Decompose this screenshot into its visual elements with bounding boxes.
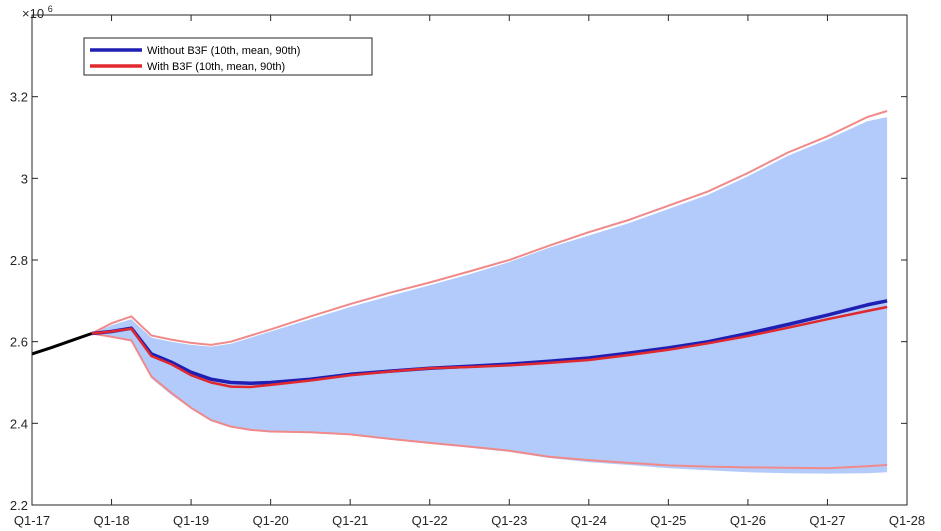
y-tick-label: 2.2	[10, 498, 28, 513]
with-b3f-10th-line	[91, 332, 888, 470]
legend-label-without-b3f: Without B3F (10th, mean, 90th)	[147, 45, 300, 57]
legend: Without B3F (10th, mean, 90th) With B3F (…	[83, 37, 373, 76]
y-tick-label: 3.2	[10, 90, 28, 105]
history-line	[31, 332, 93, 356]
x-tick-label: Q1-25	[650, 513, 686, 528]
x-tick-label: Q1-24	[571, 513, 607, 528]
x-tick-label: Q1-26	[730, 513, 766, 528]
legend-label-with-b3f: With B3F (10th, mean, 90th)	[147, 61, 285, 73]
x-tick-label: Q1-23	[491, 513, 527, 528]
confidence-band-layer	[91, 117, 888, 474]
x-tick-label: Q1-28	[889, 513, 925, 528]
y-tick-label: 2.6	[10, 335, 28, 350]
x-tick-label: Q1-18	[93, 513, 129, 528]
y-axis-exponent-power: 6	[48, 4, 53, 14]
with-b3f-mean-line	[91, 305, 888, 389]
y-tick-label: 2.4	[10, 416, 28, 431]
x-tick-label: Q1-22	[412, 513, 448, 528]
x-tick-label: Q1-17	[14, 513, 50, 528]
without-b3f-band	[91, 117, 888, 474]
y-axis-exponent-label: ×10 6	[22, 4, 53, 21]
x-tick-label: Q1-27	[809, 513, 845, 528]
legend-box	[83, 37, 373, 76]
series-line-layer	[31, 110, 888, 470]
y-axis-exponent-base: ×10	[22, 6, 44, 21]
x-tick-label: Q1-21	[332, 513, 368, 528]
y-tick-label: 2.8	[10, 253, 28, 268]
x-tick-label: Q1-19	[173, 513, 209, 528]
x-tick-label: Q1-20	[253, 513, 289, 528]
with-b3f-90th-line	[91, 110, 888, 346]
y-tick-label: 3	[21, 171, 28, 186]
tick-layer: Q1-17 Q1-18 Q1-19 Q1-20 Q1-21 Q1-22 Q1-23 Q1-24…	[10, 15, 925, 528]
